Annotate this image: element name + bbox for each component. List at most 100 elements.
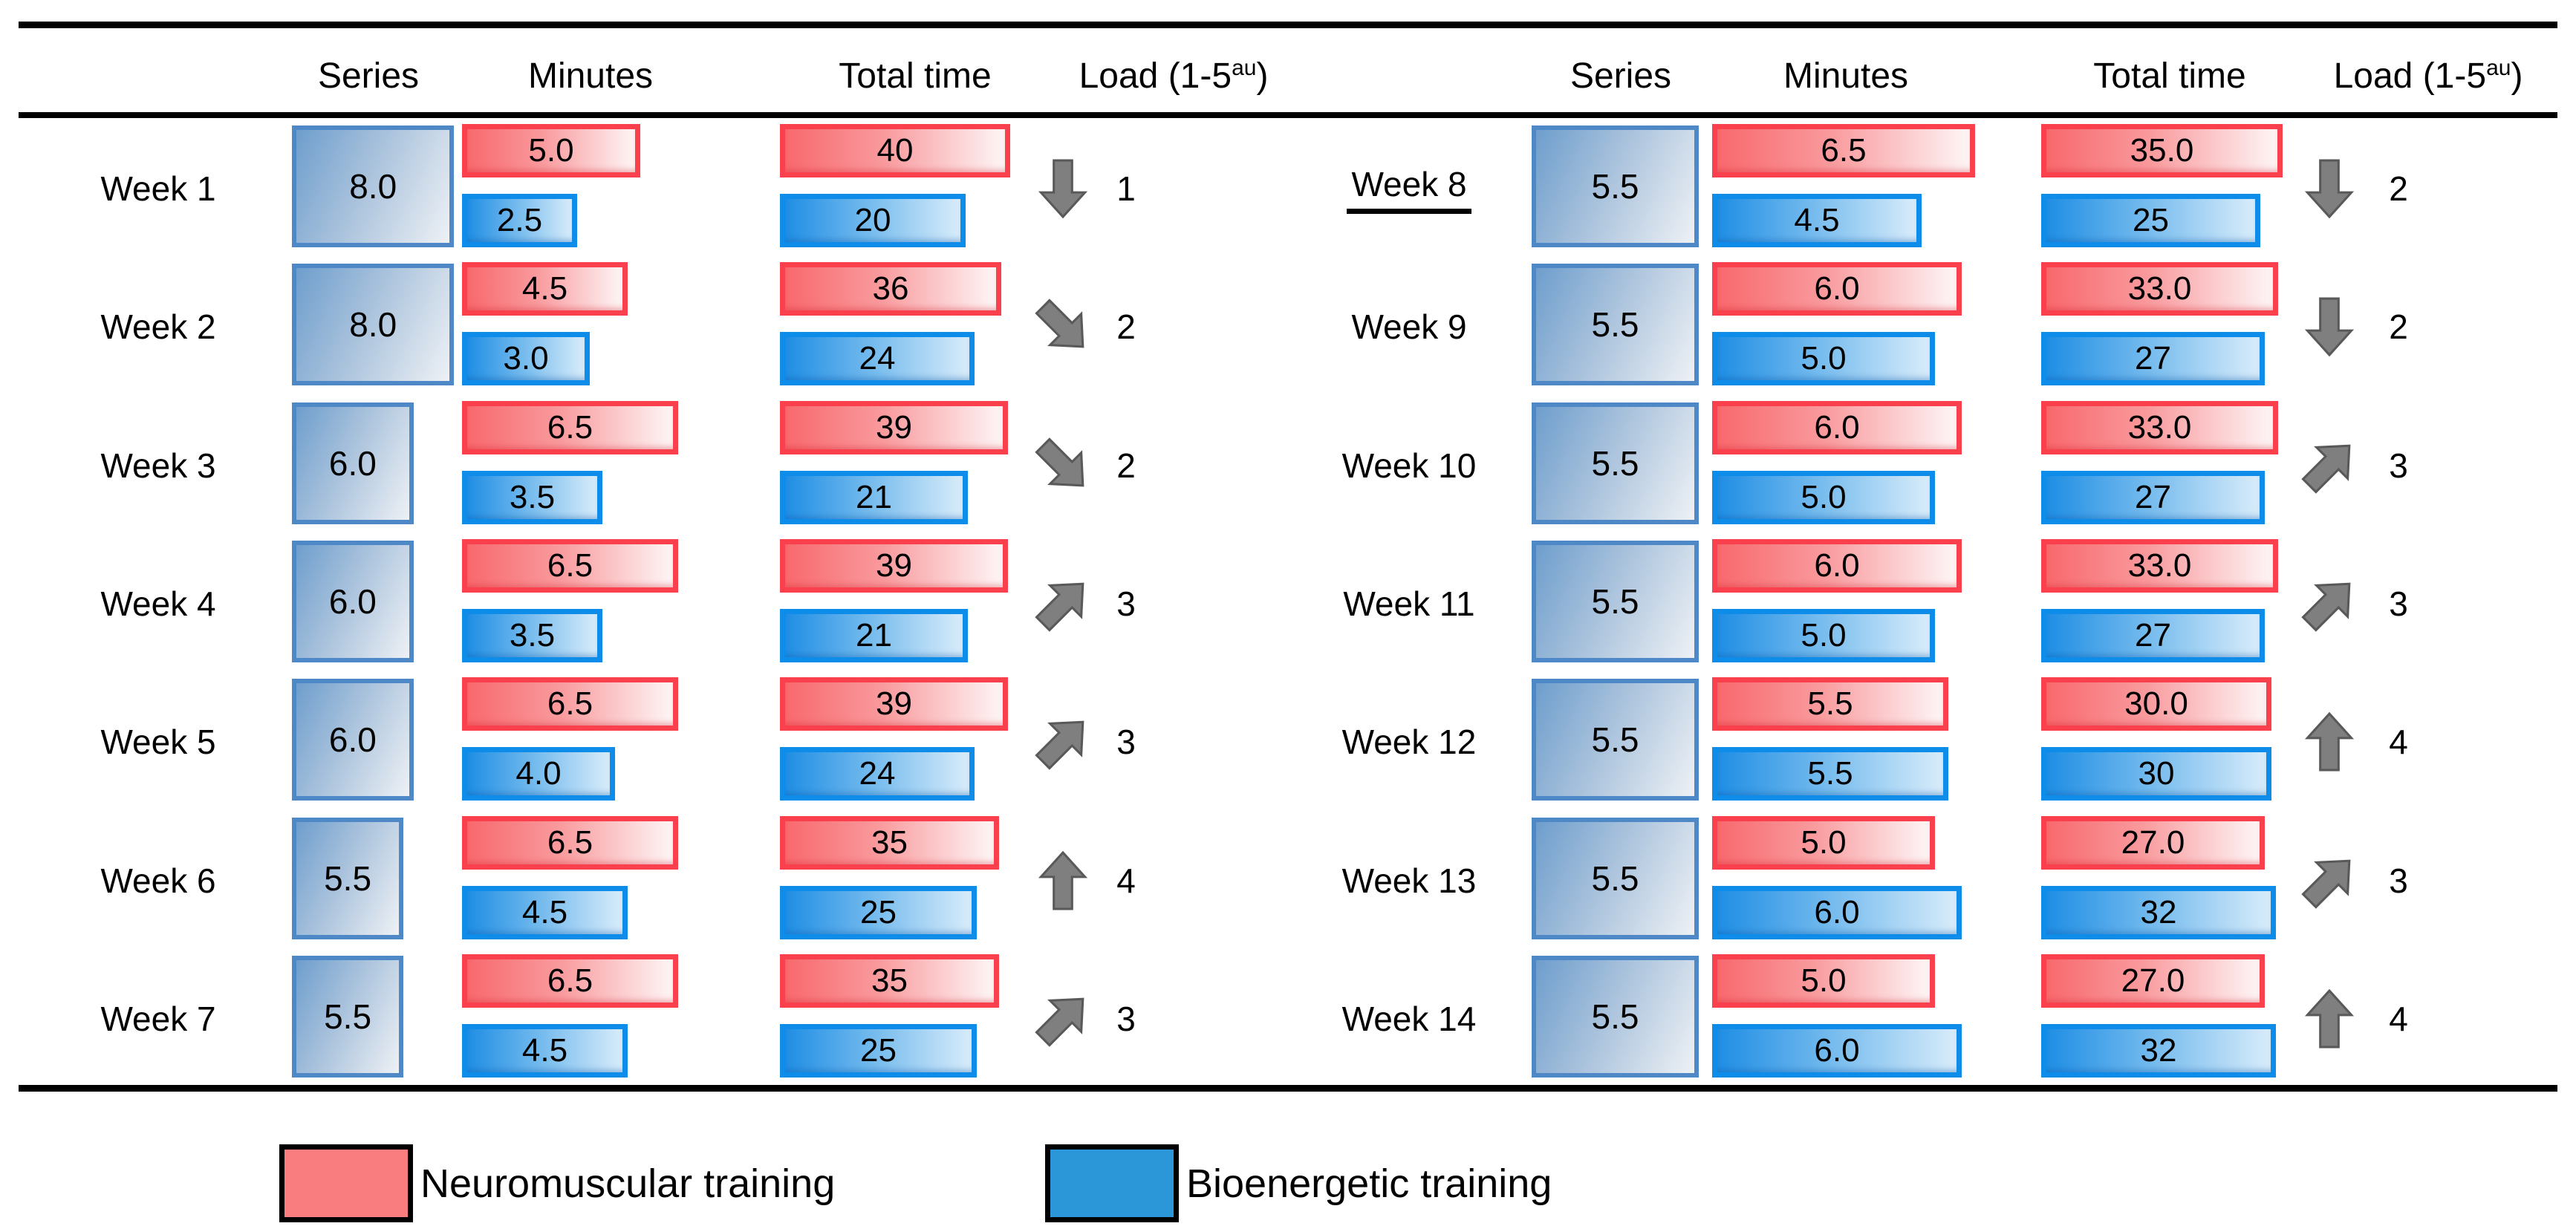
week-row-1: Week 1 8.0 5.0 2.5 40 20 1 — [0, 120, 1288, 258]
neuromuscular-minutes-value: 5.5 — [1807, 685, 1853, 723]
bioenergetic-total-bar: 32 — [2041, 1023, 2276, 1078]
neuromuscular-minutes-bar: 6.5 — [462, 400, 678, 454]
neuromuscular-minutes-bar: 6.5 — [1712, 124, 1975, 177]
neuromuscular-total-bar: 33.0 — [2041, 400, 2278, 454]
week-label: Week 3 — [10, 397, 307, 535]
neuromuscular-total-value: 40 — [876, 132, 914, 169]
week-label: Week 11 — [1261, 535, 1558, 673]
neuromuscular-minutes-value: 6.5 — [547, 685, 593, 723]
bioenergetic-total-value: 25 — [860, 893, 897, 930]
series-bar: 6.0 — [292, 540, 414, 662]
load-value: 4 — [2389, 999, 2408, 1038]
neuromuscular-total-value: 30.0 — [2124, 685, 2188, 723]
bioenergetic-minutes-bar: 4.5 — [462, 1023, 628, 1078]
week-label-text: Week 14 — [1341, 999, 1477, 1038]
block-arrow-icon — [2301, 859, 2351, 909]
bioenergetic-total-value: 20 — [854, 202, 891, 238]
week-label-text: Week 7 — [100, 999, 216, 1038]
series-value: 5.5 — [1591, 997, 1639, 1036]
bioenergetic-minutes-value: 6.0 — [1814, 1031, 1860, 1069]
series-value: 5.5 — [324, 997, 372, 1036]
block-arrow-icon — [2301, 582, 2351, 632]
bioenergetic-total-bar: 27 — [2041, 608, 2265, 662]
bioenergetic-total-bar: 25 — [780, 885, 977, 939]
neuromuscular-total-bar: 39 — [780, 400, 1008, 454]
block-arrow-icon — [2305, 711, 2354, 772]
neuromuscular-minutes-value: 6.5 — [547, 962, 593, 999]
bioenergetic-minutes-bar: 4.5 — [1712, 194, 1922, 247]
bioenergetic-minutes-value: 3.0 — [503, 340, 549, 377]
bioenergetic-total-value: 32 — [2140, 893, 2177, 930]
week-label: Week 1 — [10, 120, 307, 258]
neuromuscular-total-bar: 33.0 — [2041, 262, 2278, 316]
load-value: 4 — [1116, 861, 1136, 900]
bioenergetic-minutes-value: 5.0 — [1801, 478, 1847, 515]
load-trend-arrow-up-right-icon — [1026, 977, 1100, 1061]
weeks-1-7-panel: Series Minutes Total time Load (1-5au) W… — [0, 0, 1288, 1092]
neuromuscular-total-bar: 33.0 — [2041, 538, 2278, 593]
bioenergetic-minutes-value: 3.5 — [509, 478, 556, 515]
block-arrow-icon — [2305, 159, 2354, 219]
load-header-close: ) — [1256, 56, 1269, 96]
neuromuscular-total-value: 33.0 — [2127, 270, 2192, 307]
neuromuscular-minutes-bar: 6.0 — [1712, 262, 1962, 316]
bioenergetic-minutes-bar: 3.0 — [462, 332, 590, 386]
series-value: 8.0 — [349, 305, 397, 345]
top-rule — [19, 22, 2557, 28]
week-label-text: Week 1 — [100, 169, 216, 208]
bioenergetic-total-value: 27 — [2135, 340, 2171, 377]
block-arrow-icon — [1035, 720, 1084, 770]
column-header-series: Series — [317, 56, 420, 96]
neuromuscular-minutes-bar: 6.5 — [462, 953, 678, 1008]
week-row-11: Week 11 5.5 6.0 5.0 33.0 27 3 — [1288, 535, 2576, 673]
week-label: Week 12 — [1261, 673, 1558, 811]
neuromuscular-minutes-value: 6.0 — [1814, 547, 1860, 584]
load-trend-arrow-up-icon — [1026, 838, 1100, 923]
bioenergetic-minutes-value: 5.5 — [1807, 755, 1853, 792]
bioenergetic-total-bar: 24 — [780, 747, 975, 801]
load-value: 4 — [2389, 723, 2408, 762]
column-header-total-time: Total time — [839, 56, 992, 96]
week-label-text: Week 3 — [100, 446, 216, 485]
week-label-text: Week 13 — [1341, 861, 1477, 900]
load-value: 2 — [2389, 307, 2408, 347]
week-label-text: Week 9 — [1351, 307, 1467, 347]
bioenergetic-total-value: 25 — [2133, 202, 2169, 238]
bioenergetic-total-bar: 24 — [780, 332, 975, 386]
load-value: 3 — [1116, 584, 1136, 623]
bioenergetic-total-bar: 21 — [780, 608, 968, 662]
neuromuscular-total-bar: 35 — [780, 815, 999, 870]
bioenergetic-minutes-value: 6.0 — [1814, 893, 1860, 930]
bioenergetic-minutes-value: 5.0 — [1801, 340, 1847, 377]
neuromuscular-total-bar: 27.0 — [2041, 815, 2265, 870]
neuromuscular-total-bar: 40 — [780, 124, 1010, 177]
week-label-text: Week 12 — [1341, 723, 1477, 762]
week-row-6: Week 6 5.5 6.5 4.5 35 25 4 — [0, 812, 1288, 950]
neuromuscular-minutes-value: 6.5 — [547, 547, 593, 584]
bioenergetic-minutes-value: 4.5 — [521, 1031, 568, 1069]
week-label: Week 9 — [1261, 258, 1558, 396]
neuromuscular-legend-swatch — [279, 1144, 413, 1222]
bioenergetic-minutes-bar: 6.0 — [1712, 885, 1962, 939]
load-trend-arrow-up-icon — [2292, 700, 2367, 784]
block-arrow-icon — [1035, 582, 1084, 632]
series-value: 6.0 — [328, 720, 377, 760]
neuromuscular-total-value: 36 — [872, 270, 909, 307]
load-trend-arrow-up-right-icon — [1026, 561, 1100, 646]
bioenergetic-total-value: 21 — [856, 616, 892, 653]
series-bar: 8.0 — [292, 125, 455, 247]
bioenergetic-minutes-bar: 6.0 — [1712, 1023, 1962, 1078]
bioenergetic-total-value: 24 — [859, 755, 896, 792]
series-value: 5.5 — [1591, 858, 1639, 898]
week-label: Week 8 — [1261, 120, 1558, 258]
block-arrow-icon — [1038, 850, 1087, 910]
bioenergetic-total-bar: 20 — [780, 194, 966, 247]
legend: Neuromuscular training Bioenergetic trai… — [0, 1114, 2576, 1229]
week-label: Week 4 — [10, 535, 307, 673]
load-value: 3 — [1116, 999, 1136, 1038]
neuromuscular-minutes-value: 5.0 — [1801, 962, 1847, 999]
load-trend-arrow-down-right-icon — [1026, 284, 1100, 369]
bioenergetic-minutes-bar: 5.0 — [1712, 332, 1935, 386]
series-value: 5.5 — [1591, 581, 1639, 621]
week-row-14: Week 14 5.5 5.0 6.0 27.0 32 4 — [1288, 950, 2576, 1088]
